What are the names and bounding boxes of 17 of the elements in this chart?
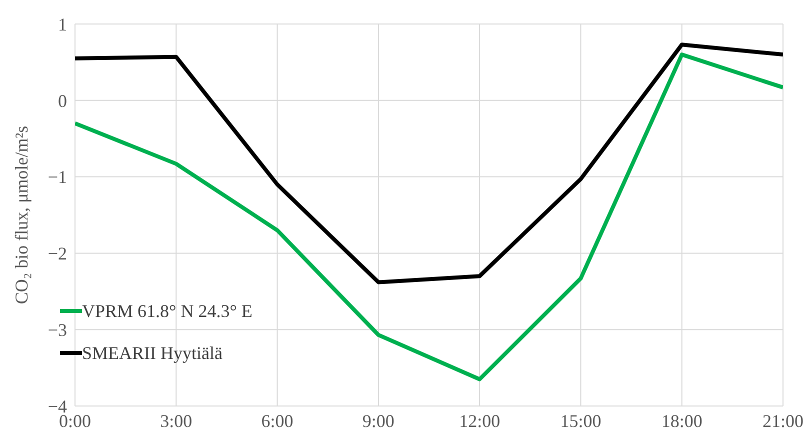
y-tick-label: −2: [48, 244, 67, 264]
x-tick-label: 9:00: [362, 410, 394, 431]
x-tick-label: 21:00: [762, 410, 804, 431]
y-tick-label: −1: [48, 167, 67, 188]
x-tick-label: 15:00: [560, 410, 602, 431]
x-tick-label: 12:00: [459, 410, 500, 431]
legend-label: VPRM 61.8° N 24.3° E: [82, 300, 252, 322]
y-axis-title: CO₂ bio flux, μmole/m²s: [11, 126, 32, 304]
x-tick-label: 3:00: [160, 410, 192, 431]
line-series: [75, 42, 783, 284]
y-tick-label: −3: [48, 320, 67, 340]
x-tick-label: 6:00: [261, 410, 294, 431]
legend-label: SMEARII Hyytiälä: [82, 342, 222, 364]
y-tick-label: 0: [58, 90, 67, 111]
x-tick-label: 18:00: [661, 410, 702, 431]
line-series: [75, 52, 783, 382]
y-tick-label: 1: [58, 14, 67, 34]
